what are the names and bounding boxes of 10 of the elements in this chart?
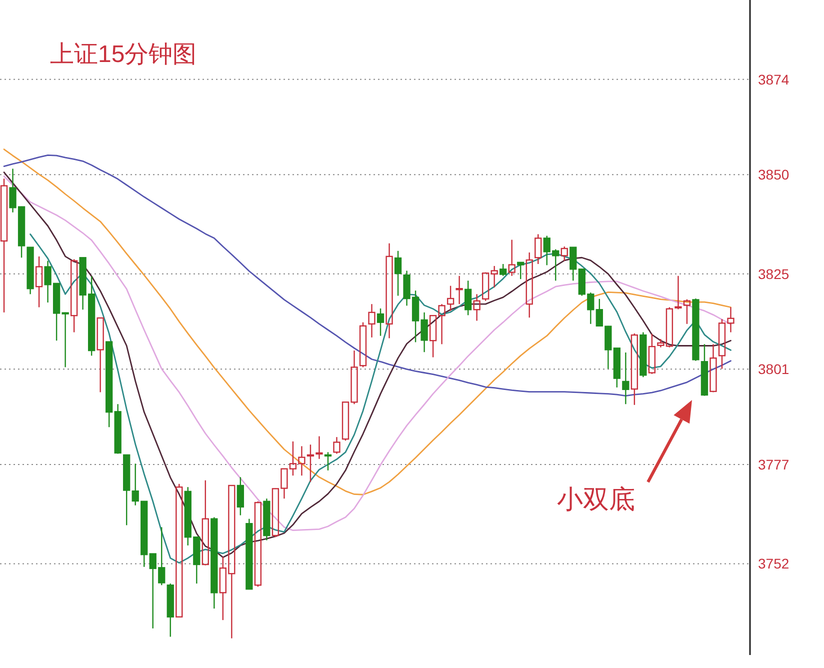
annotation: 小双底 — [557, 484, 635, 514]
y-tick-label: 3801 — [758, 361, 790, 378]
y-tick-label: 3825 — [758, 266, 790, 282]
line-series — [30, 234, 732, 564]
line-series — [3, 154, 732, 396]
text: 上证15分钟图 — [50, 41, 197, 68]
y-tick-label: 3850 — [758, 166, 790, 183]
y-tick-label: 3752 — [758, 556, 790, 572]
y-tick-label: 3777 — [758, 456, 790, 472]
y-tick-label: 3874 — [758, 71, 790, 88]
